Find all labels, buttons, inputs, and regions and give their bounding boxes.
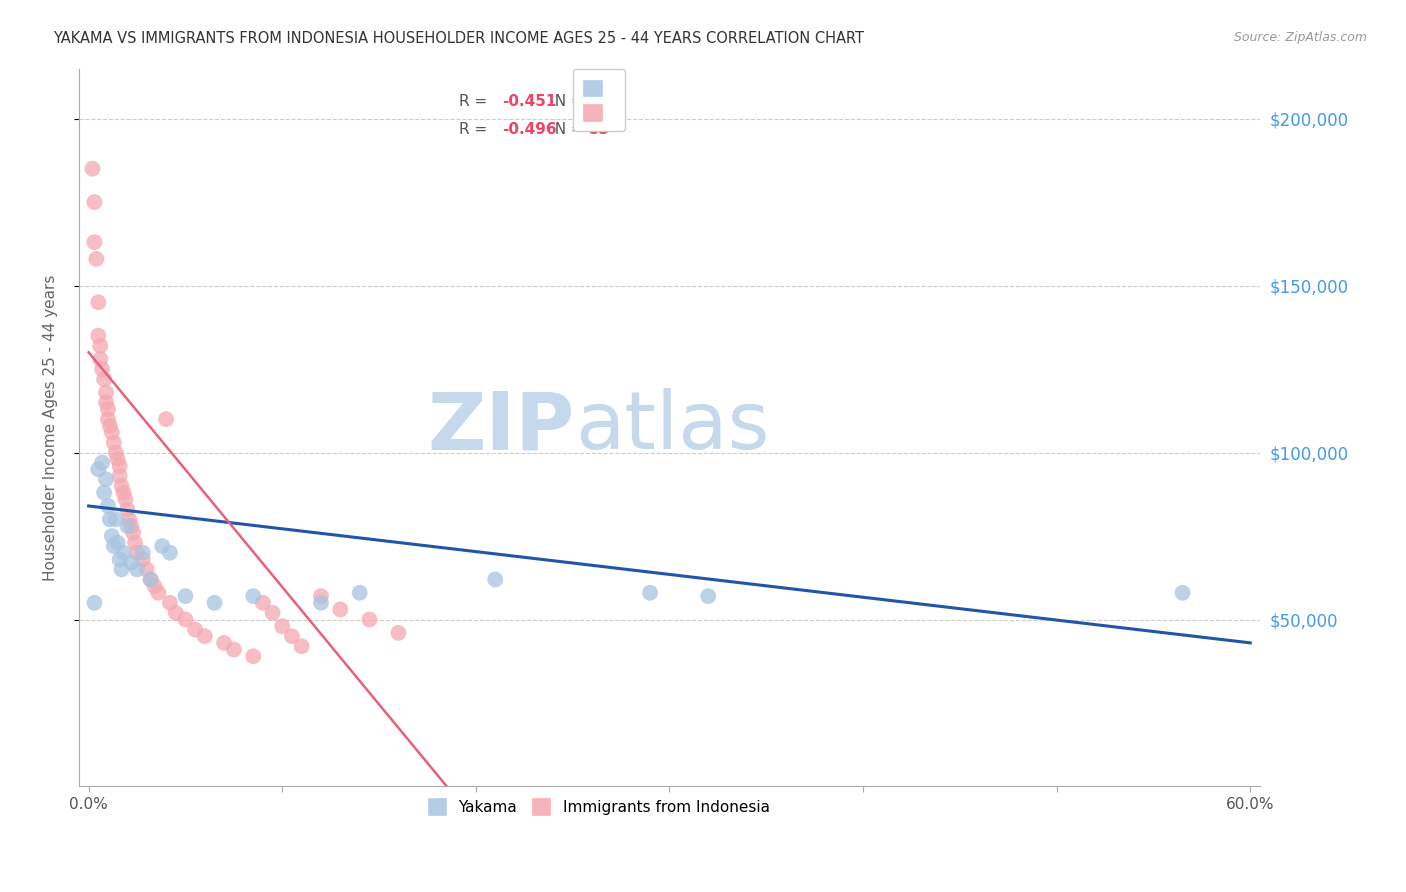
Point bbox=[110, 479, 132, 493]
Point bbox=[222, 642, 245, 657]
Point bbox=[89, 352, 111, 367]
Point bbox=[638, 586, 661, 600]
Point bbox=[387, 625, 409, 640]
Point bbox=[104, 445, 127, 459]
Point bbox=[108, 469, 131, 483]
Point bbox=[484, 573, 506, 587]
Text: atlas: atlas bbox=[575, 389, 769, 467]
Point bbox=[91, 362, 114, 376]
Text: N =: N = bbox=[546, 122, 593, 137]
Point bbox=[118, 512, 141, 526]
Point bbox=[132, 546, 155, 560]
Point bbox=[204, 596, 226, 610]
Point bbox=[101, 425, 124, 440]
Point bbox=[148, 586, 170, 600]
Point bbox=[281, 629, 304, 643]
Point bbox=[107, 535, 129, 549]
Point bbox=[697, 589, 720, 603]
Point bbox=[83, 195, 105, 210]
Point bbox=[242, 649, 264, 664]
Y-axis label: Householder Income Ages 25 - 44 years: Householder Income Ages 25 - 44 years bbox=[44, 275, 58, 581]
Point bbox=[104, 512, 127, 526]
Point bbox=[108, 552, 131, 566]
Point bbox=[101, 529, 124, 543]
Point bbox=[132, 552, 155, 566]
Point bbox=[87, 328, 110, 343]
Point bbox=[94, 395, 117, 409]
Point bbox=[349, 586, 371, 600]
Point bbox=[107, 452, 129, 467]
Point bbox=[1171, 586, 1194, 600]
Point bbox=[143, 579, 166, 593]
Point bbox=[82, 161, 104, 176]
Point bbox=[98, 418, 121, 433]
Point bbox=[174, 589, 197, 603]
Point bbox=[89, 339, 111, 353]
Point bbox=[108, 458, 131, 473]
Text: 53: 53 bbox=[589, 122, 610, 137]
Text: R =: R = bbox=[460, 94, 498, 109]
Point bbox=[159, 596, 181, 610]
Point bbox=[271, 619, 294, 633]
Point bbox=[112, 485, 135, 500]
Point bbox=[97, 499, 120, 513]
Point bbox=[97, 402, 120, 417]
Point bbox=[155, 412, 177, 426]
Point bbox=[83, 596, 105, 610]
Point bbox=[291, 639, 314, 653]
Point bbox=[122, 525, 145, 540]
Point bbox=[194, 629, 217, 643]
Point bbox=[252, 596, 274, 610]
Point bbox=[94, 385, 117, 400]
Point bbox=[110, 562, 132, 576]
Point bbox=[94, 472, 117, 486]
Point bbox=[242, 589, 264, 603]
Point bbox=[329, 602, 352, 616]
Text: Source: ZipAtlas.com: Source: ZipAtlas.com bbox=[1233, 31, 1367, 45]
Point bbox=[212, 636, 235, 650]
Point bbox=[97, 412, 120, 426]
Text: 21: 21 bbox=[589, 94, 610, 109]
Point bbox=[98, 512, 121, 526]
Point bbox=[165, 606, 187, 620]
Point bbox=[117, 519, 139, 533]
Point bbox=[93, 485, 115, 500]
Text: -0.451: -0.451 bbox=[502, 94, 557, 109]
Point bbox=[103, 539, 125, 553]
Point bbox=[83, 235, 105, 249]
Point bbox=[174, 613, 197, 627]
Text: -0.496: -0.496 bbox=[502, 122, 557, 137]
Point bbox=[124, 535, 146, 549]
Point bbox=[87, 462, 110, 476]
Point bbox=[184, 623, 207, 637]
Text: ZIP: ZIP bbox=[427, 389, 575, 467]
Point bbox=[87, 295, 110, 310]
Text: N =: N = bbox=[546, 94, 593, 109]
Point bbox=[150, 539, 173, 553]
Point bbox=[139, 573, 162, 587]
Point bbox=[93, 372, 115, 386]
Point bbox=[309, 589, 332, 603]
Point bbox=[91, 456, 114, 470]
Point bbox=[135, 562, 157, 576]
Point bbox=[359, 613, 381, 627]
Point bbox=[120, 519, 142, 533]
Point bbox=[120, 556, 142, 570]
Legend: Yakama, Immigrants from Indonesia: Yakama, Immigrants from Indonesia bbox=[416, 788, 780, 825]
Point bbox=[103, 435, 125, 450]
Text: R =: R = bbox=[460, 122, 498, 137]
Text: YAKAMA VS IMMIGRANTS FROM INDONESIA HOUSEHOLDER INCOME AGES 25 - 44 YEARS CORREL: YAKAMA VS IMMIGRANTS FROM INDONESIA HOUS… bbox=[53, 31, 865, 46]
Point bbox=[309, 596, 332, 610]
Point bbox=[125, 562, 148, 576]
Point bbox=[112, 546, 135, 560]
Point bbox=[114, 492, 136, 507]
Point bbox=[159, 546, 181, 560]
Point bbox=[125, 546, 148, 560]
Point bbox=[117, 502, 139, 516]
Point bbox=[262, 606, 284, 620]
Point bbox=[86, 252, 108, 266]
Point bbox=[139, 573, 162, 587]
